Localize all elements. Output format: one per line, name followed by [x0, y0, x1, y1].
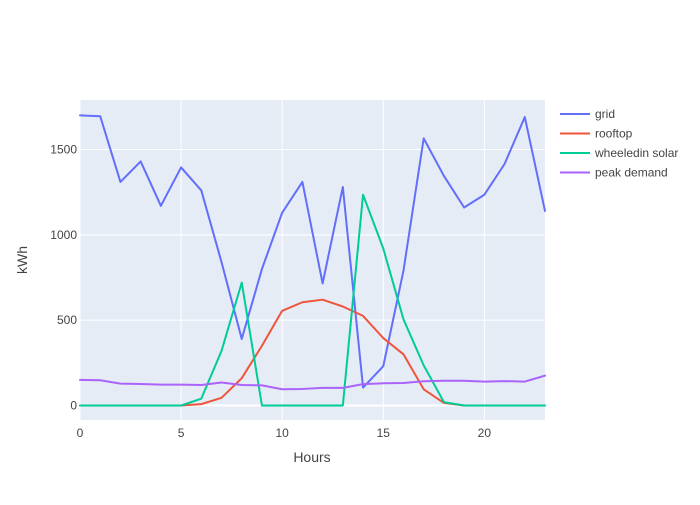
series-line-peak-demand[interactable] [79, 374, 546, 391]
series-line-wheeledin-solar[interactable] [79, 193, 546, 407]
legend-item[interactable]: wheeledin solar [560, 146, 678, 160]
y-tick-label: 0 [70, 398, 77, 412]
x-tick-label: 20 [478, 426, 492, 440]
y-tick-label: 1500 [50, 142, 77, 156]
x-axis-title: Hours [293, 449, 330, 465]
y-tick-label: 1000 [50, 228, 77, 242]
legend-label: rooftop [595, 127, 633, 141]
x-tick-label: 15 [377, 426, 391, 440]
y-axis-title: kWh [14, 246, 30, 274]
legend-label: peak demand [595, 166, 668, 180]
x-tick-label: 10 [275, 426, 289, 440]
series-layer [79, 114, 546, 407]
legend-item[interactable]: rooftop [560, 127, 633, 141]
legend[interactable]: grid rooftop wheeledin solar peak demand [560, 107, 678, 180]
y-tick-label: 500 [57, 313, 77, 327]
legend-label: wheeledin solar [594, 146, 678, 160]
legend-label: grid [595, 107, 615, 121]
x-tick-label: 0 [77, 426, 84, 440]
series-line-grid[interactable] [79, 114, 546, 389]
legend-item[interactable]: grid [560, 107, 615, 121]
x-tick-label: 5 [178, 426, 185, 440]
plot-background [80, 100, 545, 420]
tick-labels: 0 5 10 15 20 0 500 1000 1500 [50, 142, 491, 440]
legend-item[interactable]: peak demand [560, 166, 668, 180]
